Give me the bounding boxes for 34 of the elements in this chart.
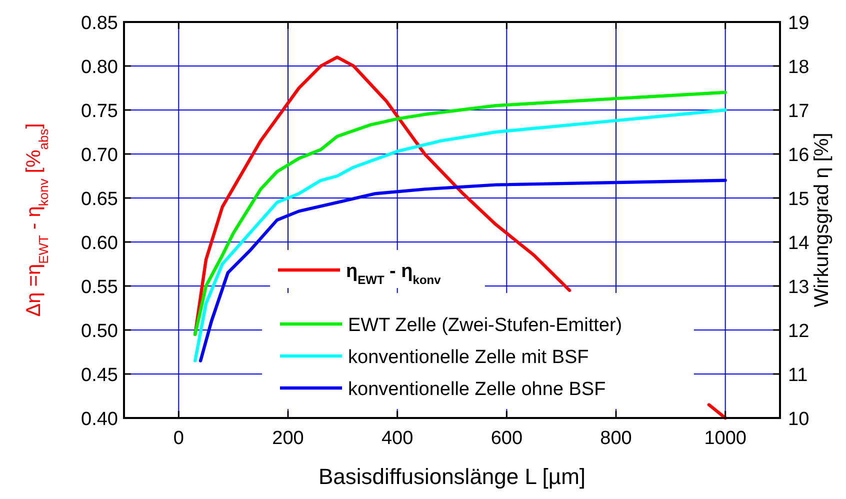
y-tick-label: 0.75 — [81, 101, 118, 122]
line-series — [193, 108, 727, 362]
y2-axis-title: Wirkungsgrad η [%] — [811, 132, 833, 308]
x-tick-label: 600 — [490, 428, 523, 449]
y2-tick-label: 12 — [788, 321, 810, 342]
y2-tick-label: 11 — [788, 365, 808, 386]
y-tick-label: 0.50 — [81, 321, 118, 342]
legend-label: konventionelle Zelle mit BSF — [348, 347, 589, 368]
y-tick-label: 0.40 — [81, 409, 118, 430]
y-tick-label: 0.65 — [81, 189, 118, 210]
x-tick-label: 0 — [173, 428, 184, 449]
y2-tick-label: 18 — [788, 57, 810, 78]
y2-tick-label: 14 — [788, 233, 810, 254]
y2-tick-label: 16 — [788, 145, 810, 166]
x-tick-label: 200 — [272, 428, 304, 449]
x-tick-label: 800 — [600, 428, 632, 449]
y-tick-label: 0.70 — [81, 145, 118, 166]
x-axis-title: Basisdiffusionslänge L [µm] — [318, 464, 586, 489]
y2-tick-label: 19 — [788, 13, 810, 34]
y-tick-label: 0.85 — [81, 13, 118, 34]
y-tick-label: 0.45 — [81, 365, 118, 386]
legend-label: η$_{EWT}$ - η$_{konv}$ — [346, 261, 442, 287]
y2-tick-label: 15 — [788, 189, 810, 210]
line-series — [193, 90, 727, 336]
y-tick-label: 0.60 — [81, 233, 118, 254]
x-tick-label: 1000 — [704, 428, 746, 449]
y2-tick-label: 17 — [788, 101, 810, 122]
legend-label: EWT Zelle (Zwei-Stufen-Emitter) — [348, 315, 622, 336]
y2-tick-label: 10 — [788, 409, 810, 430]
x-tick-label: 400 — [381, 428, 414, 449]
y-tick-label: 0.55 — [81, 277, 118, 298]
legend-label: konventionelle Zelle ohne BSF — [348, 379, 606, 400]
y2-tick-label: 13 — [788, 277, 810, 298]
y-tick-label: 0.80 — [81, 57, 118, 78]
